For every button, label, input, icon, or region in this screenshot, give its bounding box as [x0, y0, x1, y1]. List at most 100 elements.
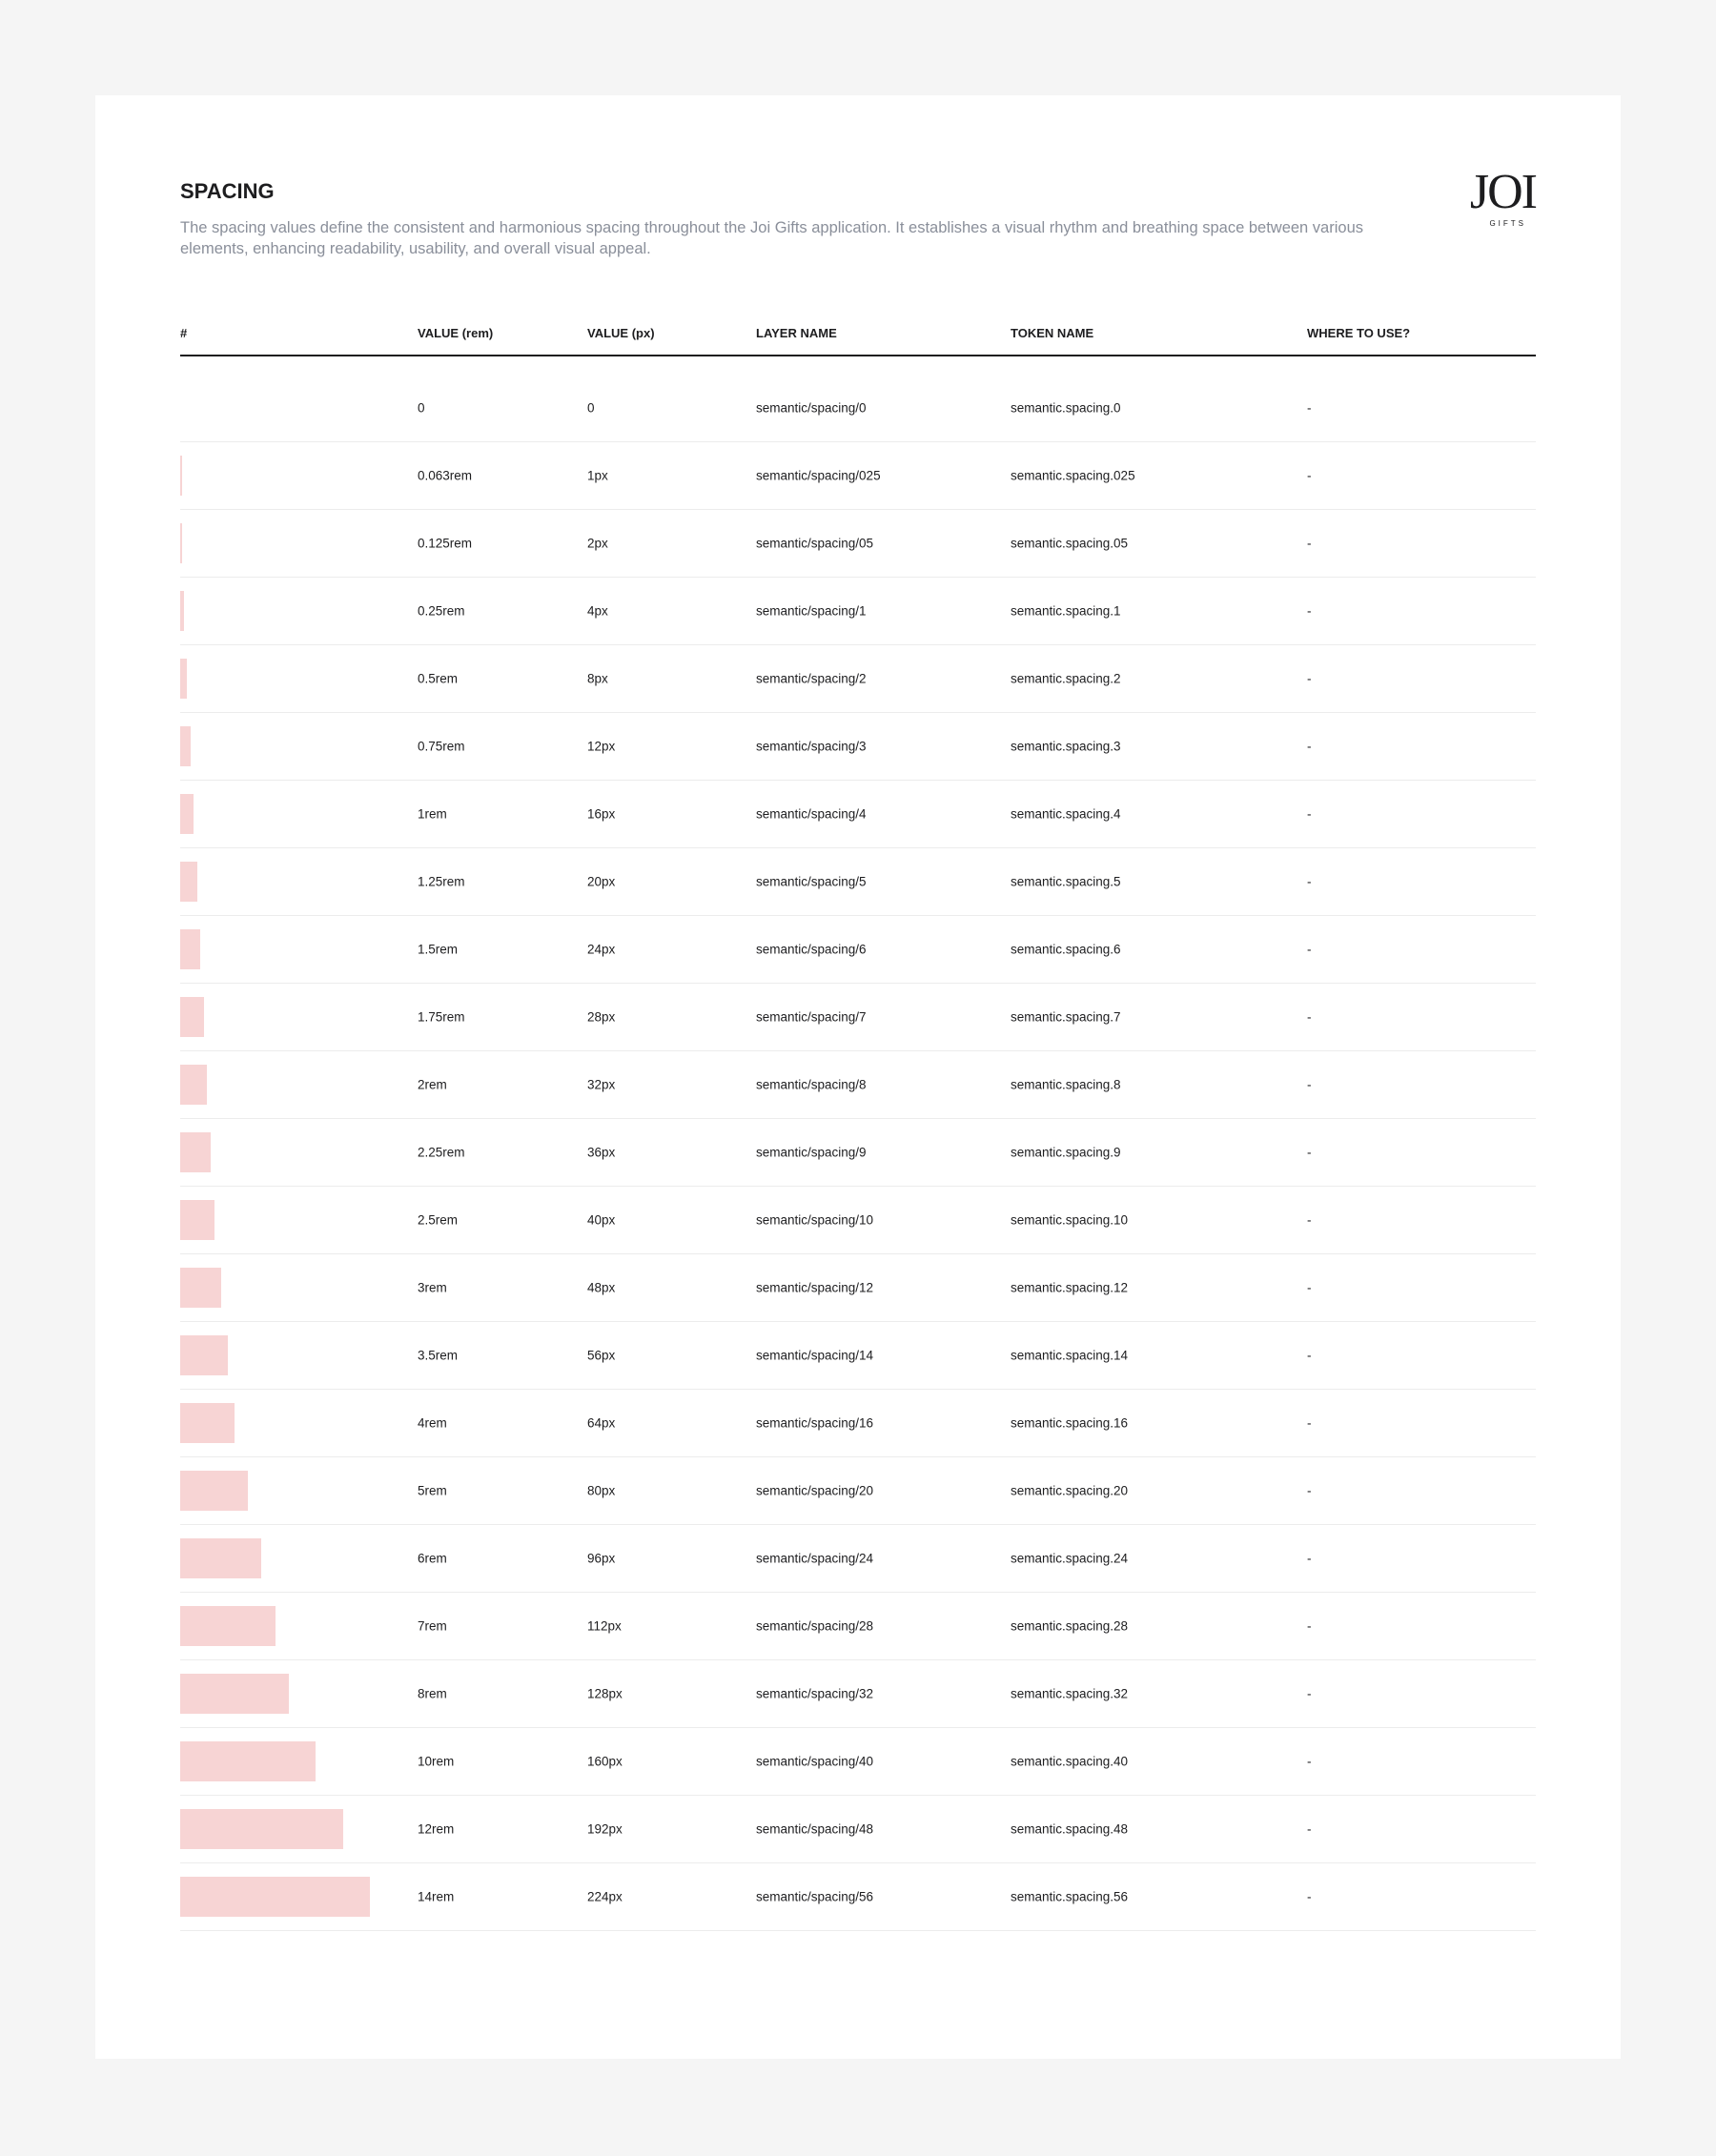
table-cell: 2px	[587, 536, 608, 550]
table-cell: 0.75rem	[418, 739, 465, 753]
table-cell: 0	[418, 400, 425, 415]
table-cell: semantic/spacing/6	[756, 942, 867, 956]
table-cell: semantic.spacing.3	[1011, 739, 1121, 753]
table-cell: 64px	[587, 1415, 616, 1430]
table-cell: semantic/spacing/16	[756, 1415, 874, 1430]
row-divider	[180, 1592, 1536, 1593]
table-cell: 20px	[587, 874, 616, 888]
table-cell: -	[1307, 1348, 1312, 1362]
table-cell: semantic/spacing/4	[756, 806, 867, 821]
table-cell: semantic.spacing.1	[1011, 603, 1121, 618]
row-divider	[180, 983, 1536, 984]
table-cell: semantic/spacing/20	[756, 1483, 874, 1497]
spacing-swatch	[180, 1605, 276, 1646]
table-cell: 32px	[587, 1077, 616, 1091]
row-divider	[180, 915, 1536, 916]
header-rule	[180, 355, 1536, 356]
table-cell: 10rem	[418, 1754, 455, 1768]
logo-tagline: GIFTS	[1489, 219, 1526, 228]
table-cell: 192px	[587, 1821, 623, 1836]
table-cell: -	[1307, 1618, 1312, 1633]
row-divider	[180, 1050, 1536, 1051]
table-cell: semantic.spacing.0	[1011, 400, 1121, 415]
table-cell: semantic.spacing.5	[1011, 874, 1121, 888]
table-cell: semantic/spacing/48	[756, 1821, 874, 1836]
table-cell: -	[1307, 1754, 1312, 1768]
table-cell: 7rem	[418, 1618, 447, 1633]
row-divider	[180, 509, 1536, 510]
table-cell: 2rem	[418, 1077, 447, 1091]
spacing-swatch	[180, 1740, 317, 1781]
table-cell: semantic/spacing/28	[756, 1618, 874, 1633]
table-cell: semantic/spacing/7	[756, 1009, 867, 1024]
spacing-swatch	[180, 1808, 343, 1849]
row-divider	[180, 1186, 1536, 1187]
table-cell: 0.063rem	[418, 468, 473, 482]
card: SPACING The spacing values define the co…	[95, 95, 1621, 2059]
table-cell: -	[1307, 1077, 1312, 1091]
table-cell: 48px	[587, 1280, 616, 1294]
table-cell: 6rem	[418, 1551, 447, 1565]
row-divider	[180, 1321, 1536, 1322]
table-cell: 12rem	[418, 1821, 455, 1836]
table-cell: 0.25rem	[418, 603, 465, 618]
table-cell: semantic.spacing.28	[1011, 1618, 1129, 1633]
table-cell: 14rem	[418, 1889, 455, 1903]
table-cell: semantic/spacing/56	[756, 1889, 874, 1903]
table-cell: 1rem	[418, 806, 447, 821]
spacing-swatch	[180, 1064, 208, 1105]
table-cell: semantic/spacing/05	[756, 536, 874, 550]
table-cell: 28px	[587, 1009, 616, 1024]
column-header: VALUE (rem)	[418, 326, 494, 340]
column-header: LAYER NAME	[756, 326, 837, 340]
table-cell: semantic/spacing/32	[756, 1686, 874, 1700]
table-cell: -	[1307, 1686, 1312, 1700]
table-cell: semantic.spacing.8	[1011, 1077, 1121, 1091]
table-cell: semantic/spacing/14	[756, 1348, 874, 1362]
table-cell: 0.5rem	[418, 671, 459, 685]
row-divider	[180, 577, 1536, 578]
table-cell: semantic/spacing/3	[756, 739, 867, 753]
table-cell: 160px	[587, 1754, 623, 1768]
table-cell: 0	[587, 400, 595, 415]
table-cell: -	[1307, 1212, 1312, 1227]
table-cell: -	[1307, 739, 1312, 753]
title: SPACING	[180, 179, 275, 203]
table-cell: -	[1307, 1551, 1312, 1565]
spacing-swatch	[180, 1537, 262, 1578]
spacing-swatch	[180, 861, 197, 902]
row-divider	[180, 441, 1536, 442]
table-cell: 128px	[587, 1686, 623, 1700]
table-cell: 56px	[587, 1348, 616, 1362]
table-cell: 4px	[587, 603, 608, 618]
table-cell: -	[1307, 1483, 1312, 1497]
spacing-swatch	[180, 1673, 289, 1714]
table-cell: 1.5rem	[418, 942, 459, 956]
table-cell: -	[1307, 603, 1312, 618]
spacing-swatch	[180, 1470, 249, 1511]
table-cell: 36px	[587, 1145, 616, 1159]
table-cell: semantic.spacing.56	[1011, 1889, 1129, 1903]
table-cell: 1px	[587, 468, 608, 482]
spacing-swatch	[180, 1267, 221, 1308]
table-cell: 0.125rem	[418, 536, 473, 550]
table-cell: 8rem	[418, 1686, 447, 1700]
table-cell: 112px	[587, 1618, 622, 1633]
row-divider	[180, 1456, 1536, 1457]
table-cell: semantic.spacing.24	[1011, 1551, 1129, 1565]
table-cell: semantic.spacing.6	[1011, 942, 1121, 956]
table-cell: semantic.spacing.10	[1011, 1212, 1129, 1227]
table-cell: 3.5rem	[418, 1348, 459, 1362]
spacing-swatch	[180, 928, 201, 969]
table-cell: -	[1307, 1280, 1312, 1294]
table-cell: semantic.spacing.12	[1011, 1280, 1129, 1294]
table-cell: -	[1307, 942, 1312, 956]
table-cell: 224px	[587, 1889, 623, 1903]
table-cell: semantic/spacing/24	[756, 1551, 874, 1565]
row-divider	[180, 1524, 1536, 1525]
table-cell: semantic/spacing/10	[756, 1212, 874, 1227]
table-cell: -	[1307, 1889, 1312, 1903]
table-cell: semantic/spacing/1	[756, 603, 867, 618]
table-cell: semantic.spacing.7	[1011, 1009, 1121, 1024]
